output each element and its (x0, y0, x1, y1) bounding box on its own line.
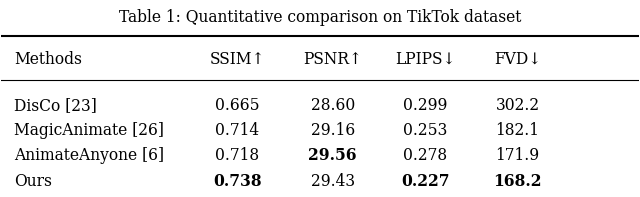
Text: Table 1: Quantitative comparison on TikTok dataset: Table 1: Quantitative comparison on TikT… (119, 9, 521, 26)
Text: AnimateAnyone [6]: AnimateAnyone [6] (14, 147, 164, 164)
Text: 29.43: 29.43 (310, 173, 355, 190)
Text: 0.714: 0.714 (215, 122, 259, 139)
Text: 0.718: 0.718 (215, 147, 259, 164)
Text: SSIM↑: SSIM↑ (209, 51, 265, 68)
Text: 171.9: 171.9 (495, 147, 540, 164)
Text: 0.738: 0.738 (213, 173, 262, 190)
Text: 0.299: 0.299 (403, 97, 447, 114)
Text: 0.227: 0.227 (401, 173, 449, 190)
Text: Ours: Ours (14, 173, 52, 190)
Text: 0.665: 0.665 (215, 97, 259, 114)
Text: 28.60: 28.60 (310, 97, 355, 114)
Text: 302.2: 302.2 (495, 97, 540, 114)
Text: MagicAnimate [26]: MagicAnimate [26] (14, 122, 164, 139)
Text: 0.253: 0.253 (403, 122, 447, 139)
Text: Methods: Methods (14, 51, 82, 68)
Text: FVD↓: FVD↓ (494, 51, 541, 68)
Text: 168.2: 168.2 (493, 173, 542, 190)
Text: 0.278: 0.278 (403, 147, 447, 164)
Text: 29.16: 29.16 (310, 122, 355, 139)
Text: PSNR↑: PSNR↑ (303, 51, 362, 68)
Text: LPIPS↓: LPIPS↓ (395, 51, 456, 68)
Text: DisCo [23]: DisCo [23] (14, 97, 97, 114)
Text: 29.56: 29.56 (308, 147, 357, 164)
Text: 182.1: 182.1 (495, 122, 540, 139)
